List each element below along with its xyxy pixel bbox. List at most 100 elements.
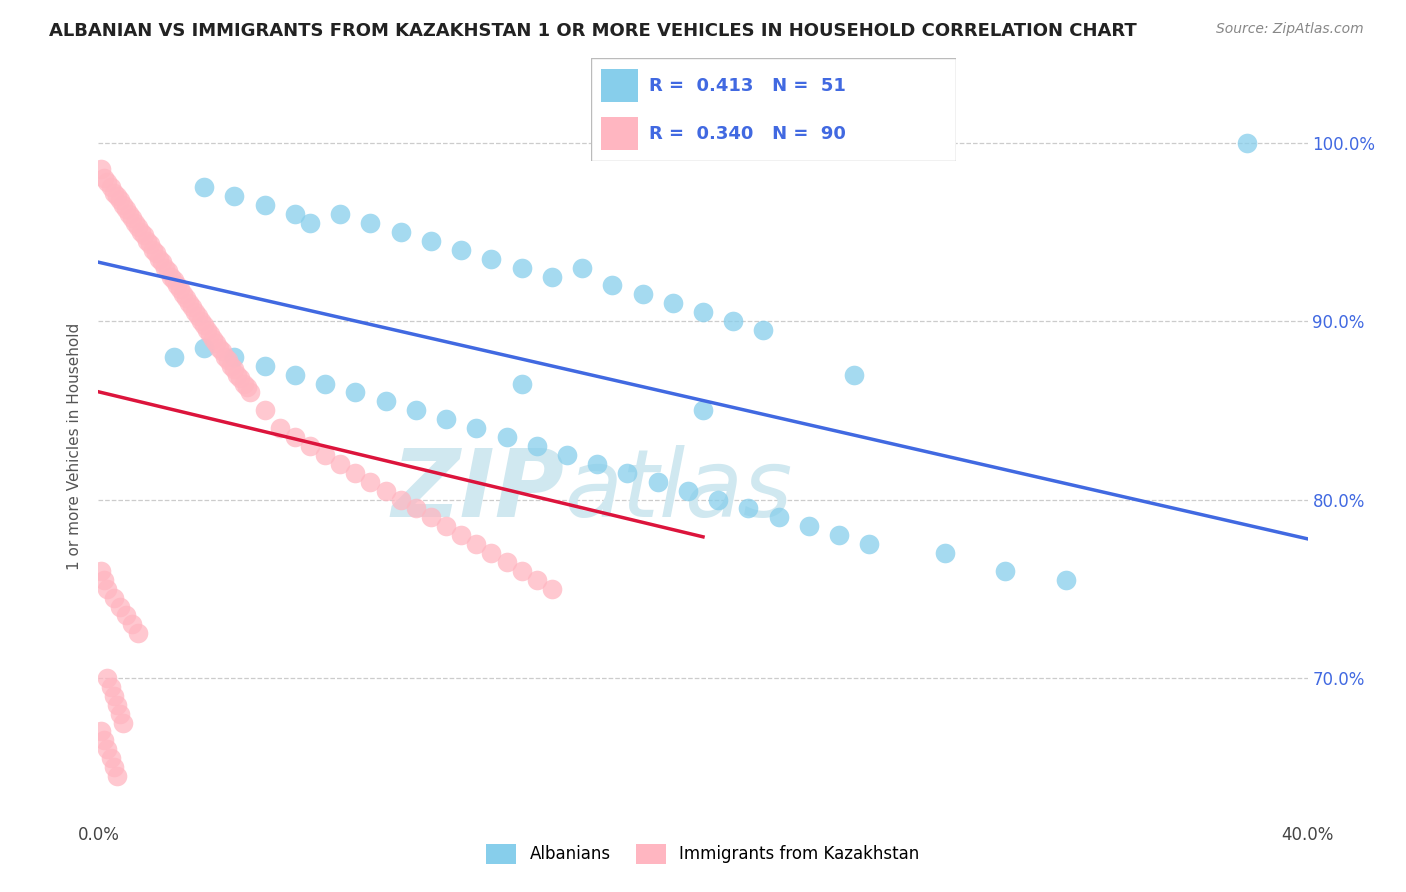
Point [344,466,367,480]
Point [374,394,396,409]
Point [239,385,262,400]
Point [284,430,307,444]
Point [96,671,118,685]
Point [1236,136,1258,150]
Point [586,457,609,471]
Point [692,305,714,319]
Point [510,260,533,275]
Point [114,608,136,623]
Point [187,309,209,323]
Point [169,282,191,296]
Point [481,546,503,560]
Point [100,180,122,194]
Point [184,305,207,319]
Point [253,403,276,417]
Point [495,555,517,569]
Point [434,412,457,426]
Point [163,273,186,287]
Point [344,385,367,400]
Point [114,202,136,216]
Point [145,246,167,260]
Point [540,269,562,284]
Point [205,335,228,350]
Point [526,573,548,587]
Point [163,350,186,364]
Point [148,252,170,266]
Point [405,501,427,516]
Point [118,207,141,221]
Point [190,314,212,328]
Point [202,332,225,346]
Point [174,291,197,305]
Point [253,198,276,212]
Point [434,519,457,533]
Point [299,439,322,453]
Point [179,296,201,310]
Text: ZIP: ZIP [391,445,564,537]
Point [96,582,118,596]
Point [465,421,488,435]
Point [329,457,352,471]
Point [135,234,157,248]
Point [676,483,699,498]
Point [181,300,204,314]
Point [647,475,669,489]
Point [105,769,128,783]
Point [224,350,246,364]
Point [858,537,880,551]
Point [284,207,307,221]
Point [450,243,472,257]
Point [142,243,165,257]
Point [526,439,548,453]
Point [105,189,128,203]
Point [160,269,183,284]
Point [208,341,231,355]
Point [193,318,215,332]
Point [226,368,249,382]
Point [166,278,188,293]
Point [129,225,152,239]
Point [269,421,291,435]
Point [768,510,790,524]
Point [299,216,322,230]
Y-axis label: 1 or more Vehicles in Household: 1 or more Vehicles in Household [67,322,83,570]
Point [616,466,638,480]
Point [214,350,236,364]
Point [481,252,503,266]
Point [111,715,134,730]
Point [360,216,382,230]
Point [150,255,173,269]
Point [420,510,443,524]
Point [235,380,257,394]
Point [571,260,593,275]
Point [100,680,122,694]
Point [103,760,125,774]
Point [360,475,382,489]
Point [661,296,683,310]
Point [844,368,866,382]
Point [132,228,155,243]
Point [100,751,122,765]
Point [707,492,730,507]
Point [224,362,246,376]
Point [96,742,118,756]
Point [374,483,396,498]
Point [108,599,131,614]
FancyBboxPatch shape [591,58,956,161]
Point [108,193,131,207]
Point [93,573,115,587]
Point [93,171,115,186]
Point [232,376,254,391]
Point [139,237,162,252]
Point [103,591,125,605]
Point [450,528,472,542]
Point [200,326,222,341]
Point [90,564,112,578]
Point [253,359,276,373]
Point [510,564,533,578]
Point [224,189,246,203]
Point [193,341,215,355]
Point [1054,573,1077,587]
Point [90,724,112,739]
Point [329,207,352,221]
